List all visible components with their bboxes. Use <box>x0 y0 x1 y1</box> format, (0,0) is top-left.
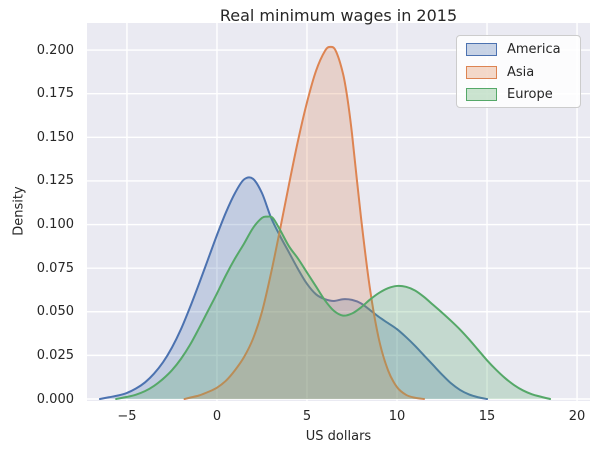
y-tick-label: 0.175 <box>36 86 74 102</box>
x-tick-label: −5 <box>117 409 137 424</box>
y-tick-label: 0.050 <box>36 304 74 320</box>
series-asia <box>183 45 426 400</box>
density-line-europe <box>115 215 552 400</box>
legend: America Asia Europe <box>456 35 581 108</box>
x-tick-label: 20 <box>568 409 586 424</box>
density-fill-asia <box>184 46 425 399</box>
y-tick-label: 0.025 <box>36 347 74 363</box>
x-tick-label: 5 <box>302 409 312 424</box>
legend-item-america: America <box>466 43 572 56</box>
y-tick-label: 0.150 <box>36 129 74 145</box>
legend-label: Europe <box>507 87 553 102</box>
density-fill-america <box>99 177 488 399</box>
legend-item-asia: Asia <box>466 64 572 80</box>
gridlines <box>87 23 590 401</box>
legend-swatch-icon <box>466 65 497 79</box>
x-tick-label: 0 <box>212 409 222 424</box>
y-tick-label: 0.000 <box>36 391 74 407</box>
chart-title: Real minimum wages in 2015 <box>219 6 458 25</box>
legend-item-europe: Europe <box>466 88 572 101</box>
x-tick-label: 10 <box>388 409 406 424</box>
y-tick-label: 0.200 <box>36 42 74 58</box>
density-line-america <box>98 176 489 400</box>
legend-swatch-icon <box>466 43 497 56</box>
y-tick-label: 0.075 <box>36 260 74 276</box>
series-europe <box>115 215 552 400</box>
x-tick-label: 15 <box>478 409 496 424</box>
legend-label: America <box>507 42 561 57</box>
y-axis-label: Density <box>11 186 27 236</box>
x-axis-label: US dollars <box>305 429 372 444</box>
series-layer <box>98 45 552 400</box>
density-line-asia <box>183 45 426 400</box>
series-america <box>98 176 489 400</box>
legend-swatch-icon <box>466 88 497 101</box>
y-tick-label: 0.100 <box>36 217 74 233</box>
density-fill-europe <box>116 216 551 399</box>
y-tick-label: 0.125 <box>36 173 74 189</box>
legend-label: Asia <box>507 64 535 80</box>
